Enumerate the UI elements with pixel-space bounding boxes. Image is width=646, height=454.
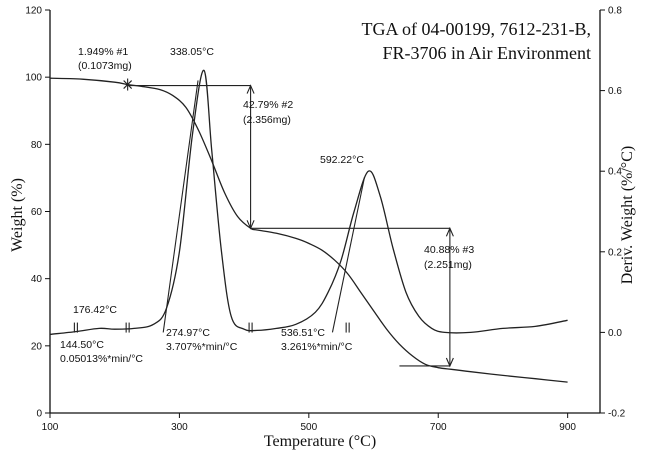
y2-tick-label: 0.0	[608, 328, 622, 339]
y-tick-label: 60	[31, 207, 43, 218]
loss2-pct-label: 42.79% #2	[243, 99, 293, 111]
curves	[49, 69, 568, 383]
onset1-temp-label: 144.50°C	[60, 339, 104, 351]
y-axis-left-title: Weight (%)	[9, 178, 26, 252]
y-tick-label: 100	[25, 73, 42, 84]
loss3-mass-label: (2.251mg)	[424, 259, 472, 271]
onset2-temp-label: 274.97°C	[166, 327, 210, 339]
onset3-rate-label: 3.261%*min/°C	[281, 341, 353, 353]
x-tick-label: 900	[559, 422, 576, 433]
deriv-weight-curve	[49, 69, 568, 336]
annotations: 1.949% #1 (0.1073mg) 338.05°C 42.79% #2 …	[60, 46, 474, 365]
annotation-marks	[49, 72, 454, 368]
loss1-pct-label: 1.949% #1	[78, 46, 128, 58]
x-tick-label: 300	[171, 422, 188, 433]
x-tick-label: 100	[42, 422, 59, 433]
y2-tick-label: 0.4	[608, 167, 622, 178]
y-tick-label: 20	[31, 341, 43, 352]
loss1-marker	[49, 72, 133, 91]
y-tick-label: 120	[25, 6, 42, 17]
onset3-tangent	[331, 177, 366, 333]
x-tick-label: 500	[300, 422, 317, 433]
chart-title-line-2: FR-3706 in Air Environment	[383, 43, 592, 63]
onset3-temp-label: 536.51°C	[281, 327, 325, 339]
weight-curve	[49, 77, 568, 383]
x-axis-title: Temperature (°C)	[264, 433, 376, 450]
y2-tick-label: 0.6	[608, 86, 622, 97]
y2-tick-label: 0.8	[608, 6, 622, 17]
chart-title-line-1: TGA of 04-00199, 7612-231-B,	[362, 19, 591, 39]
y-tick-label: 40	[31, 274, 43, 285]
y-tick-label: 80	[31, 140, 43, 151]
loss2-mass-label: (2.356mg)	[243, 114, 291, 126]
peak1-label: 338.05°C	[170, 46, 214, 58]
peak2-label: 592.22°C	[320, 154, 364, 166]
onset2-rate-label: 3.707%*min/°C	[166, 341, 238, 353]
y-tick-label: 0	[36, 409, 42, 420]
peak-small-label: 176.42°C	[73, 304, 117, 316]
y2-tick-label: -0.2	[608, 409, 626, 420]
y2-tick-label: 0.2	[608, 247, 622, 258]
chart-title: TGA of 04-00199, 7612-231-B, FR-3706 in …	[362, 19, 591, 63]
axis-ticks: 100 300 500 700 900 0 20 40 60 80 100 120 -0.2 0.0 0.2…	[25, 6, 625, 434]
y-axis-right-title: Deriv. Weight (%/°C)	[619, 146, 636, 284]
onset2-tangent	[162, 80, 199, 333]
loss3-pct-label: 40.88% #3	[424, 244, 474, 256]
x-tick-label: 700	[430, 422, 447, 433]
onset1-rate-label: 0.05013%*min/°C	[60, 353, 143, 365]
loss1-mass-label: (0.1073mg)	[78, 60, 132, 72]
